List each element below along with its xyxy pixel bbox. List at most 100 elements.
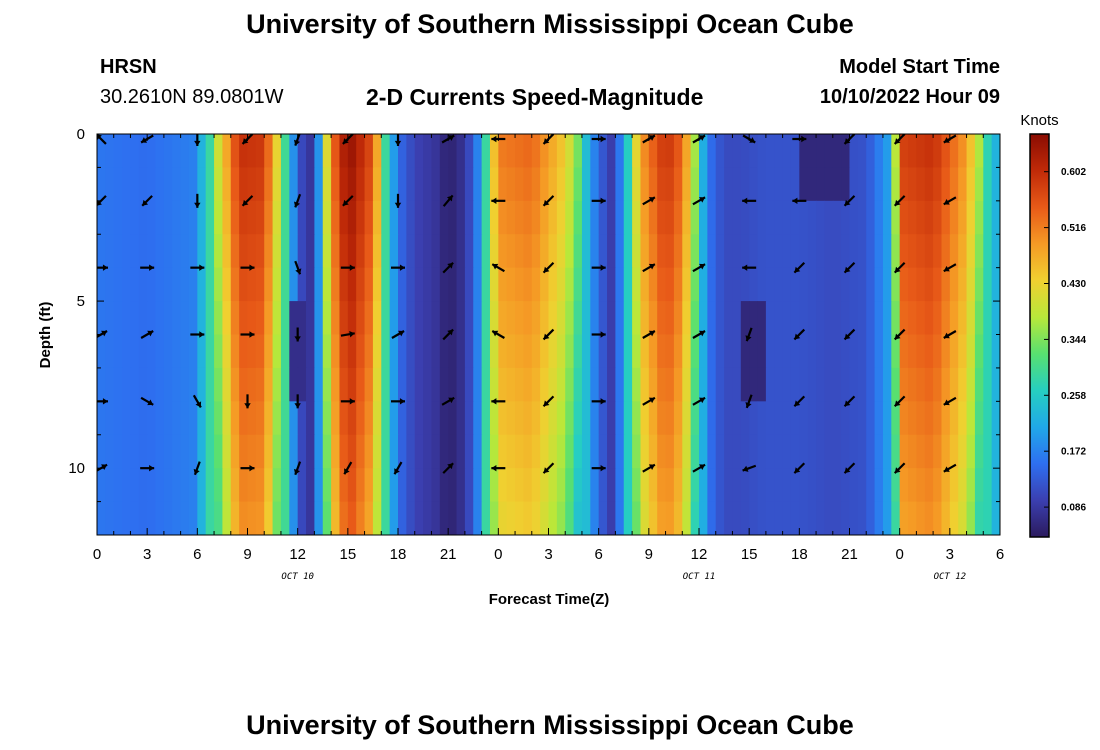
heatmap-cell — [306, 267, 315, 302]
current-vector-arrow — [391, 330, 405, 339]
heatmap-cell — [565, 501, 575, 535]
heatmap-cell — [891, 234, 901, 269]
current-vector-arrow — [642, 463, 656, 473]
heatmap-cell — [473, 468, 483, 503]
heatmap-cell — [749, 434, 759, 469]
arrow-head — [398, 330, 405, 337]
heatmap-cell — [523, 501, 533, 535]
heatmap-cell — [347, 468, 357, 503]
arrow-head — [943, 199, 950, 205]
heatmap-cell — [188, 167, 198, 202]
heatmap-cell — [113, 301, 123, 336]
heatmap-cell — [372, 434, 382, 469]
heatmap-cell — [381, 468, 391, 503]
heatmap-cell — [590, 434, 600, 469]
heatmap-cell — [657, 267, 667, 302]
heatmap-cell — [364, 401, 374, 436]
heatmap-cell — [113, 468, 123, 503]
heatmap-cell — [607, 334, 616, 369]
heatmap-cell — [699, 134, 708, 169]
heatmap-cell — [314, 301, 324, 336]
current-vector-arrow — [192, 394, 202, 408]
heatmap-cell — [715, 401, 725, 436]
heatmap-cell — [740, 301, 750, 336]
heatmap-cell — [765, 234, 775, 269]
heatmap-cell — [933, 434, 943, 469]
heatmap-cell — [506, 334, 516, 369]
heatmap-cell — [481, 434, 491, 469]
heatmap-cell — [464, 200, 474, 235]
day-label: OCT 12 — [934, 572, 967, 582]
heatmap-cell — [439, 200, 449, 235]
heatmap-cell — [590, 468, 600, 503]
heatmap-cell — [581, 267, 591, 302]
heatmap-cell — [782, 134, 792, 169]
current-vector-arrow — [542, 195, 555, 207]
heatmap-cell — [105, 267, 115, 302]
heatmap-cell — [372, 367, 382, 402]
arrow-head — [394, 140, 402, 146]
heatmap-cell — [657, 401, 667, 436]
heatmap-cell — [699, 401, 708, 436]
heatmap-cell — [590, 134, 600, 169]
heatmap-cell — [849, 167, 859, 202]
heatmap-cell — [640, 234, 650, 269]
heatmap-cell — [456, 234, 466, 269]
heatmap-cell — [197, 234, 207, 269]
arrow-head — [195, 401, 202, 408]
heatmap-cell — [280, 301, 290, 336]
arrow-head — [147, 330, 154, 337]
arrow-head — [648, 197, 655, 203]
heatmap-cell — [640, 501, 650, 535]
heatmap-cell — [632, 334, 642, 369]
heatmap-cell — [573, 434, 583, 469]
heatmap-cell — [673, 434, 683, 469]
heatmap-cell — [372, 134, 382, 169]
heatmap-cell — [874, 234, 884, 269]
current-vector-arrow — [943, 330, 957, 339]
heatmap-cell — [757, 501, 767, 535]
heatmap-cell — [648, 234, 658, 269]
heatmap-cell — [623, 301, 633, 336]
heatmap-cell — [908, 501, 917, 535]
heatmap-cell — [807, 167, 817, 202]
heatmap-cell — [381, 334, 391, 369]
heatmap-cell — [874, 134, 884, 169]
heatmap-cell — [122, 267, 132, 302]
heatmap-cell — [682, 401, 692, 436]
current-vector-arrow — [140, 330, 154, 339]
heatmap-cell — [222, 468, 232, 503]
heatmap-cell — [289, 334, 299, 369]
heatmap-cell — [648, 301, 658, 336]
heatmap-cell — [306, 234, 315, 269]
heatmap-cell — [882, 334, 892, 369]
heatmap-cell — [924, 434, 934, 469]
current-vector-arrow — [742, 197, 757, 205]
heatmap-cell — [105, 501, 115, 535]
heatmap-cell — [180, 134, 190, 169]
heatmap-cell — [857, 167, 867, 202]
arrow-head — [101, 330, 108, 337]
heatmap-cell — [264, 468, 274, 503]
heatmap-cell — [188, 200, 198, 235]
heatmap-cell — [297, 401, 307, 436]
heatmap-cell — [489, 367, 499, 402]
heatmap-cell — [857, 234, 867, 269]
heatmap-cell — [841, 134, 851, 169]
heatmap-cell — [899, 434, 909, 469]
heatmap-cell — [172, 468, 182, 503]
arrow-head — [600, 197, 606, 205]
heatmap-cell — [506, 134, 516, 169]
heatmap-cell — [765, 434, 775, 469]
heatmap-cell — [414, 200, 424, 235]
heatmap-cell — [347, 167, 357, 202]
heatmap-cell — [924, 134, 934, 169]
heatmap-cell — [623, 267, 633, 302]
heatmap-cell — [515, 301, 525, 336]
heatmap-cell — [699, 501, 708, 535]
heatmap-cell — [306, 167, 315, 202]
heatmap-cell — [498, 301, 508, 336]
arrow-head — [349, 398, 355, 405]
heatmap-cell — [389, 234, 399, 269]
heatmap-cell — [841, 200, 851, 235]
